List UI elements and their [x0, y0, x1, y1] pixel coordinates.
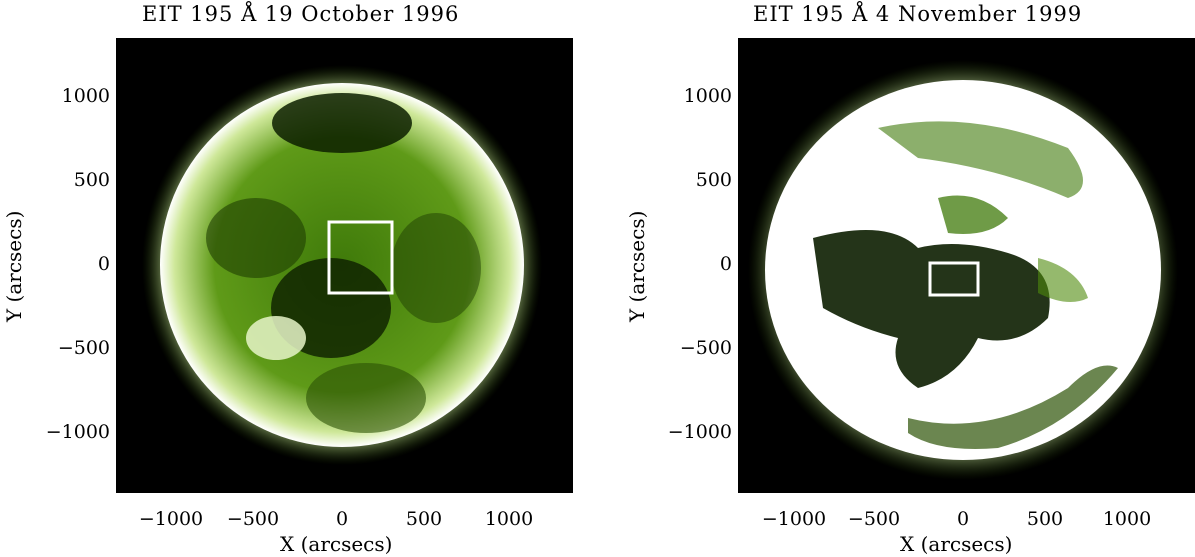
y-tick-label: −1000 — [667, 421, 732, 443]
y-axis-label: Y (arcsecs) — [2, 210, 26, 322]
y-tick-label: 1000 — [683, 85, 732, 107]
y-tick-label: −1000 — [45, 421, 110, 443]
y-tick-label: −500 — [57, 337, 110, 359]
y-tick-label: 1000 — [61, 85, 110, 107]
y-tick-label: 500 — [73, 169, 110, 191]
x-tick-label: −1000 — [138, 508, 204, 530]
y-tick-label: 0 — [97, 253, 110, 275]
panel-title: EIT 195 Å 4 November 1999 — [753, 2, 1083, 26]
solar-image-panel-1999: EIT 195 Å 4 November 1999 1000 500 0 −50… — [620, 0, 1195, 557]
region-of-interest-box — [928, 261, 980, 297]
y-tick-label: 500 — [695, 169, 732, 191]
x-axis-label: X (arcsecs) — [900, 532, 1013, 556]
region-of-interest-box — [327, 220, 394, 295]
y-axis-label: Y (arcsecs) — [625, 210, 649, 322]
solar-image-panel-1996: EIT 195 Å 19 October 1996 — [0, 0, 590, 557]
solar-disk-graphic — [748, 60, 1178, 480]
x-tick-label: −500 — [847, 508, 901, 530]
eit-195-image-1999 — [738, 38, 1195, 493]
x-axis-label: X (arcsecs) — [280, 532, 393, 556]
x-tick-label: 0 — [956, 508, 970, 530]
x-tick-label: 0 — [335, 508, 349, 530]
x-tick-label: 500 — [405, 508, 443, 530]
x-tick-label: 500 — [1026, 508, 1064, 530]
solar-disk-graphic — [142, 65, 542, 465]
north-coronal-hole — [272, 93, 412, 153]
x-tick-label: 1000 — [484, 508, 534, 530]
y-tick-label: −500 — [679, 337, 732, 359]
panel-title: EIT 195 Å 19 October 1996 — [142, 2, 460, 26]
x-tick-label: 1000 — [1102, 508, 1152, 530]
y-tick-label: 0 — [719, 253, 732, 275]
bright-region — [246, 316, 306, 360]
x-tick-label: −1000 — [761, 508, 827, 530]
central-dark-region — [813, 230, 1050, 388]
eit-195-image-1996 — [116, 38, 573, 493]
x-tick-label: −500 — [226, 508, 280, 530]
